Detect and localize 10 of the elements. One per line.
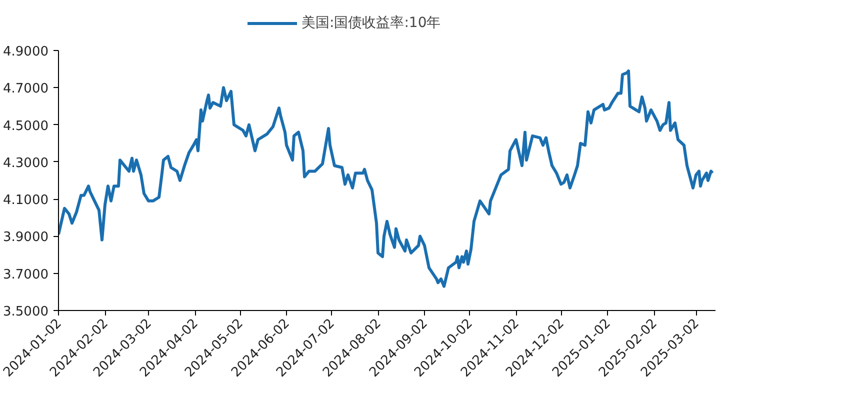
y-tick-label: 3.9000 xyxy=(3,230,49,246)
y-tick-label: 4.7000 xyxy=(3,82,49,97)
y-tick-label: 4.1000 xyxy=(3,193,49,208)
y-tick-label: 3.7000 xyxy=(3,267,49,282)
y-tick-label: 4.3000 xyxy=(3,156,49,171)
y-tick-label: 4.9000 xyxy=(3,44,49,60)
y-tick-label: 4.5000 xyxy=(3,118,49,134)
line-series xyxy=(58,69,714,288)
legend-label: 美国:国债收益率:10年 xyxy=(302,14,441,32)
y-tick-label: 3.5000 xyxy=(3,304,49,320)
